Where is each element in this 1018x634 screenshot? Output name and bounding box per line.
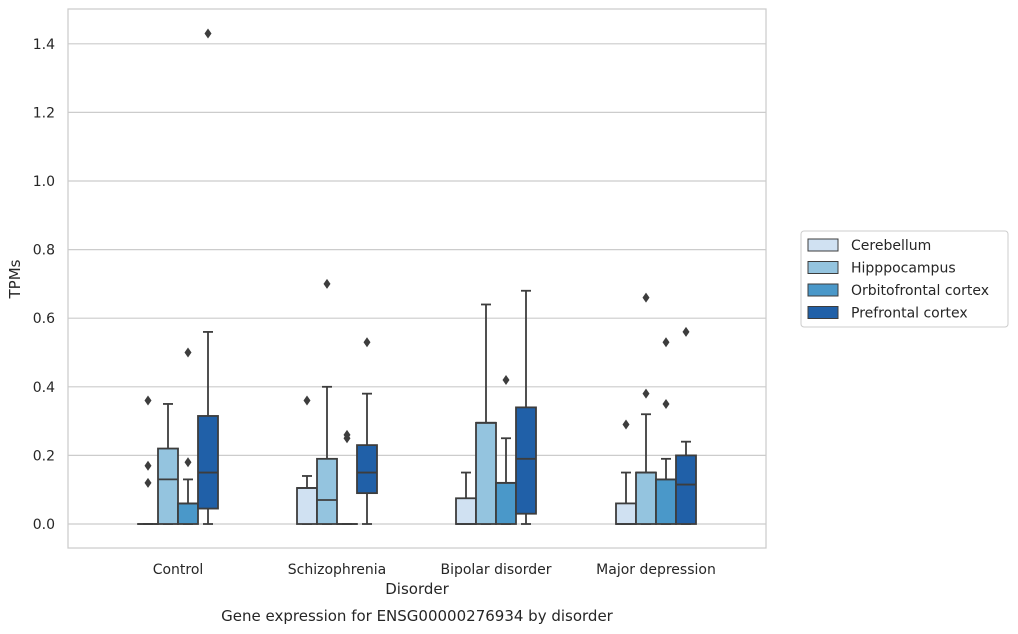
box-cerebellum (615, 419, 637, 525)
box-orbitofrontal-cortex (177, 347, 199, 525)
x-tick-label: Bipolar disorder (440, 562, 551, 578)
box-body (615, 502, 637, 525)
y-tick-labels: 0.0 0.2 0.4 0.6 0.8 1.0 1.2 1.4 (33, 37, 55, 533)
box-body (675, 454, 697, 525)
outlier-point (363, 337, 371, 348)
outlier-point (642, 388, 650, 399)
box-body (515, 406, 537, 515)
outlier-point (144, 395, 152, 406)
outlier-point (502, 374, 510, 385)
legend-swatch (807, 306, 839, 319)
x-tick-label: Schizophrenia (288, 562, 386, 578)
outlier-point (662, 337, 670, 348)
outlier-point (184, 457, 192, 468)
legend-label: Cerebellum (851, 238, 931, 254)
y-tick-label: 1.4 (33, 37, 55, 53)
legend-label: Prefrontal cortex (851, 306, 968, 322)
legend-swatch (807, 261, 839, 274)
box-body (157, 447, 179, 525)
box-cerebellum (296, 395, 318, 525)
y-tick-label: 0.0 (33, 517, 55, 533)
box-hipppocampus (475, 303, 497, 525)
plot-background (68, 9, 766, 548)
plot-frame (67, 8, 767, 549)
outlier-point (184, 347, 192, 358)
y-tick-label: 1.0 (33, 174, 55, 190)
box-prefrontal-cortex (675, 326, 697, 525)
legend-label: Orbitofrontal cortex (851, 283, 989, 299)
outlier-point (622, 419, 630, 430)
outlier-point (682, 326, 690, 337)
outlier-point (662, 398, 670, 409)
legend-swatch (807, 238, 839, 252)
chart-title: Gene expression for ENSG00000276934 by d… (221, 607, 614, 625)
box-body (197, 415, 219, 510)
box-hipppocampus (316, 278, 338, 525)
box-body (475, 421, 497, 525)
y-axis-title: TPMs (6, 259, 24, 299)
outlier-point (642, 292, 650, 303)
box-hipppocampus (157, 403, 179, 525)
legend: Cerebellum Hipppocampus Orbitofrontal cort… (800, 230, 1009, 328)
legend-swatch (807, 283, 839, 297)
outlier-point (323, 278, 331, 289)
box-body (316, 457, 338, 525)
boxes (137, 28, 697, 525)
outlier-point (343, 433, 351, 444)
box-hipppocampus (635, 292, 657, 525)
x-tick-label: Major depression (596, 562, 716, 578)
box-orbitofrontal-cortex (336, 429, 358, 525)
legend-frame (800, 230, 1009, 328)
outlier-point (303, 395, 311, 406)
legend-label: Hipppocampus (851, 261, 956, 277)
box-body (635, 471, 657, 525)
box-prefrontal-cortex (356, 337, 378, 525)
box-body (356, 444, 378, 495)
y-tick-label: 0.8 (33, 243, 55, 259)
box-body (455, 497, 477, 525)
outlier-point (204, 28, 212, 39)
x-axis-title: Disorder (385, 580, 449, 598)
outlier-point (144, 477, 152, 488)
x-tick-labels: Control Schizophrenia Bipolar disorder Majo… (153, 562, 716, 578)
y-tick-label: 0.4 (33, 380, 55, 396)
box-cerebellum (455, 471, 477, 525)
box-body (495, 481, 517, 525)
y-tick-label: 0.6 (33, 311, 55, 327)
box-body (296, 487, 318, 525)
y-tick-label: 1.2 (33, 105, 55, 121)
box-orbitofrontal-cortex (655, 337, 677, 525)
box-prefrontal-cortex (515, 289, 537, 525)
outlier-point (144, 460, 152, 471)
y-tick-label: 0.2 (33, 448, 55, 464)
box-body (177, 502, 199, 525)
box-prefrontal-cortex (197, 28, 219, 525)
x-tick-label: Control (153, 562, 204, 578)
box-body (655, 478, 677, 525)
